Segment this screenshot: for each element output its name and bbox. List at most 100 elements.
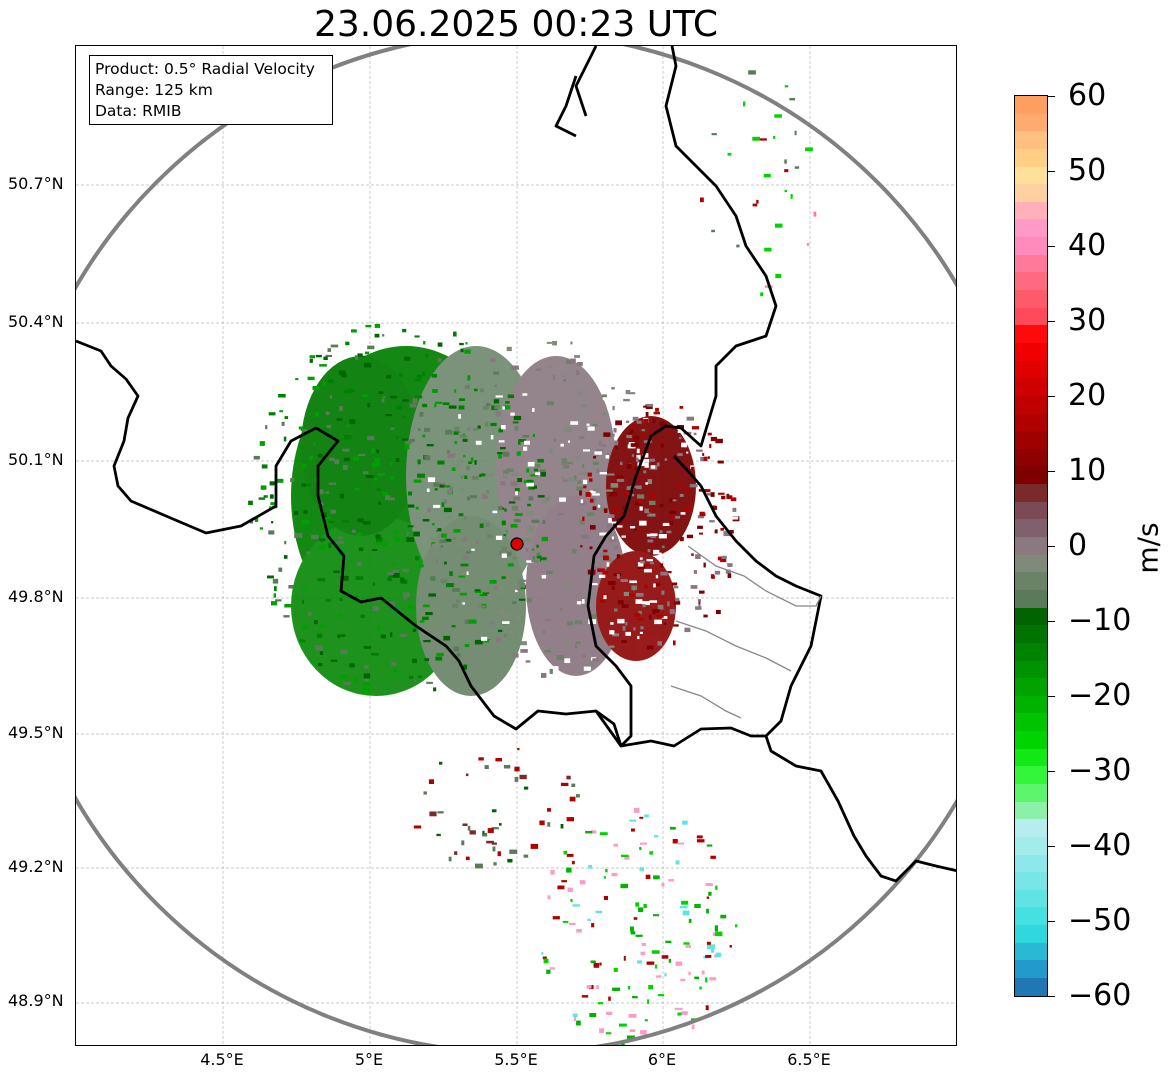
echo-pixel	[363, 646, 371, 649]
echo-pixel	[323, 356, 328, 360]
echo-pixel	[696, 835, 703, 839]
echo-pixel	[508, 501, 516, 504]
echo-pixel	[626, 434, 632, 439]
echo-pixel	[582, 463, 585, 468]
echo-pixel	[440, 545, 444, 548]
echo-pixel	[456, 653, 461, 657]
echo-pixel	[720, 527, 724, 531]
echo-pixel	[306, 551, 311, 555]
echo-pixel	[466, 551, 472, 554]
echo-pixel	[629, 593, 637, 597]
echo-pixel	[608, 537, 617, 542]
lon-tick-label: 4.5°E	[200, 1050, 244, 1069]
echo-pixel	[312, 386, 318, 390]
echo-pixel	[624, 855, 630, 860]
echo-pixel	[309, 455, 313, 461]
echo-pixel	[644, 568, 652, 573]
echo-pixel	[626, 464, 632, 469]
echo-pixel	[445, 485, 451, 488]
echo-pixel	[641, 429, 646, 432]
echo-pixel	[639, 867, 644, 872]
echo-pixel	[451, 467, 456, 471]
colorbar-tick-mark	[1048, 621, 1055, 622]
echo-pixel	[515, 616, 521, 622]
echo-pixel	[582, 479, 588, 484]
echo-pixel	[654, 835, 659, 838]
echo-pixel	[385, 495, 391, 500]
echo-pixel	[574, 456, 581, 459]
echo-pixel	[579, 490, 582, 496]
echo-outbound-region	[596, 551, 676, 661]
echo-pixel	[474, 639, 483, 645]
echo-pixel	[620, 579, 628, 582]
echo-pixel	[313, 620, 318, 625]
echo-pixel	[418, 428, 421, 431]
echo-pixel	[486, 840, 494, 844]
echo-pixel	[580, 499, 584, 504]
echo-pixel	[677, 483, 681, 488]
echo-pixel	[639, 847, 642, 850]
radar-map[interactable]	[75, 45, 957, 1046]
echo-pixel	[574, 620, 583, 625]
echo-pixel	[249, 519, 254, 524]
echo-pixel	[513, 496, 521, 501]
echo-pixel	[367, 345, 375, 350]
echo-pixel	[657, 604, 664, 610]
echo-pixel	[526, 597, 532, 603]
echo-pixel	[588, 569, 592, 574]
colorbar-tick-label: −30	[1068, 753, 1132, 788]
echo-pixel	[333, 570, 340, 574]
echo-pixel	[532, 550, 540, 554]
echo-pixel	[666, 530, 672, 534]
echo-pixel	[283, 555, 288, 559]
echo-pixel	[511, 365, 519, 370]
echo-pixel	[349, 663, 355, 668]
echo-pixel	[664, 972, 667, 977]
echo-pixel	[284, 416, 289, 419]
echo-pixel	[714, 925, 718, 929]
echo-pixel	[459, 460, 463, 463]
echo-pixel	[340, 675, 348, 680]
echo-pixel	[695, 554, 701, 559]
echo-pixel	[515, 589, 518, 593]
echo-pixel	[361, 687, 370, 693]
echo-pixel	[556, 655, 564, 660]
colorbar-tick-label: 50	[1068, 153, 1107, 188]
echo-pixel	[564, 465, 570, 469]
echo-pixel	[486, 532, 489, 537]
echo-pixel	[493, 586, 502, 590]
echo-pixel	[629, 580, 637, 584]
echo-pixel	[347, 389, 356, 393]
echo-pixel	[440, 579, 448, 584]
echo-pixel	[612, 508, 619, 513]
echo-pixel	[576, 794, 580, 798]
echo-pixel	[701, 607, 709, 610]
echo-pixel	[487, 534, 493, 539]
echo-pixel	[689, 484, 698, 488]
echo-pixel	[414, 679, 417, 682]
echo-pixel	[679, 436, 682, 440]
echo-pixel	[706, 941, 711, 945]
echo-pixel	[536, 544, 539, 548]
echo-pixel	[583, 666, 591, 671]
echo-pixel	[668, 430, 671, 434]
echo-pixel	[645, 564, 651, 567]
echo-pixel	[547, 808, 551, 812]
echo-pixel	[318, 662, 323, 667]
echo-pixel	[546, 570, 553, 575]
echo-pixel	[581, 534, 589, 539]
echo-pixel	[790, 194, 793, 199]
echo-pixel	[613, 967, 618, 972]
echo-pixel	[592, 658, 599, 662]
echo-pixel	[566, 359, 573, 364]
echo-pixel	[653, 411, 660, 415]
echo-pixel	[253, 455, 260, 460]
echo-pixel	[560, 782, 569, 786]
echo-pixel	[477, 425, 481, 429]
echo-pixel	[328, 482, 336, 485]
echo-pixel	[696, 449, 703, 452]
echo-pixel	[679, 493, 684, 497]
echo-pixel	[576, 370, 580, 376]
echo-pixel	[542, 630, 546, 635]
echo-pixel	[367, 436, 375, 441]
